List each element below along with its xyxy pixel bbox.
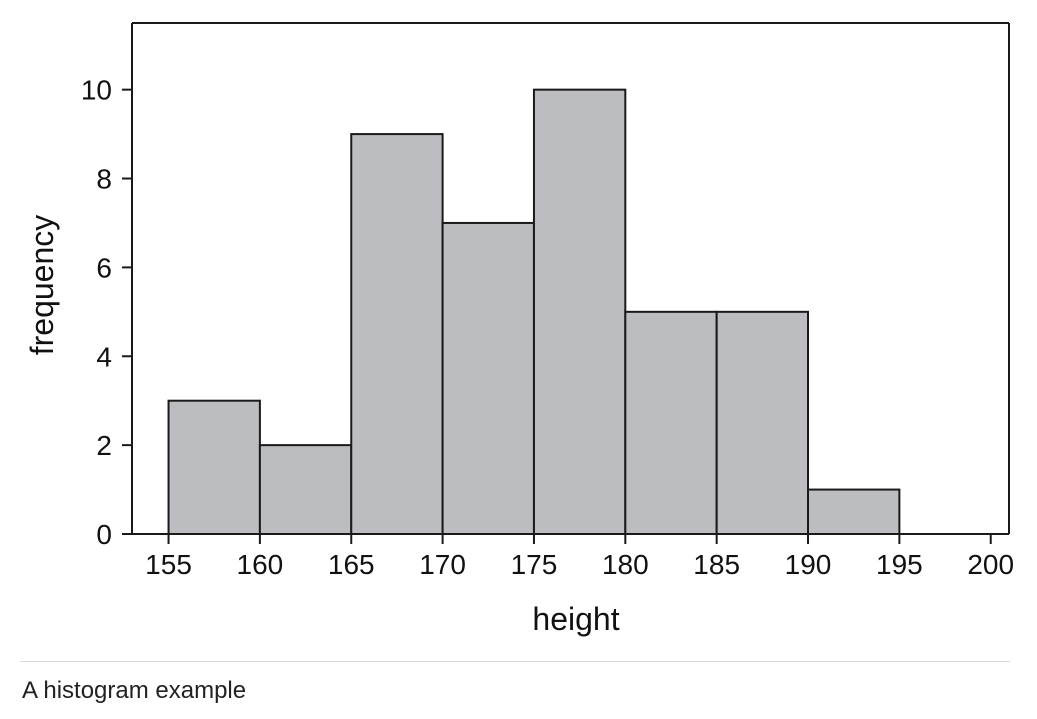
x-tick-label: 155 bbox=[145, 549, 192, 580]
x-tick-label: 185 bbox=[693, 549, 740, 580]
x-axis-title: height bbox=[532, 601, 619, 637]
y-axis-title: frequency bbox=[24, 215, 60, 356]
figure-caption: A histogram example bbox=[22, 677, 246, 705]
y-tick-label: 4 bbox=[96, 341, 112, 372]
x-tick-label: 190 bbox=[785, 549, 832, 580]
histogram-bar bbox=[717, 312, 808, 534]
x-axis-ticks: 155 160 165 170 175 180 185 190 195 200 bbox=[145, 534, 1014, 580]
x-tick-label: 160 bbox=[237, 549, 284, 580]
x-tick-label: 200 bbox=[967, 549, 1014, 580]
caption-divider bbox=[20, 661, 1010, 662]
x-tick-label: 175 bbox=[511, 549, 558, 580]
y-tick-label: 8 bbox=[96, 164, 112, 195]
y-axis-ticks: 0 2 4 6 8 10 bbox=[81, 75, 132, 550]
histogram-bar bbox=[808, 490, 899, 534]
x-tick-label: 165 bbox=[328, 549, 375, 580]
histogram-bar bbox=[625, 312, 716, 534]
y-tick-label: 2 bbox=[96, 430, 112, 461]
histogram-bar bbox=[351, 134, 442, 534]
x-tick-label: 180 bbox=[602, 549, 649, 580]
histogram-bar bbox=[534, 90, 625, 534]
x-tick-label: 195 bbox=[876, 549, 923, 580]
histogram-chart: 155 160 165 170 175 180 185 190 195 200 0 2 4 6 8 10 h… bbox=[0, 0, 1037, 655]
y-tick-label: 6 bbox=[96, 252, 112, 283]
histogram-bar bbox=[169, 401, 260, 534]
histogram-bar bbox=[260, 445, 351, 534]
y-tick-label: 10 bbox=[81, 75, 112, 106]
histogram-bar bbox=[443, 223, 534, 534]
x-tick-label: 170 bbox=[419, 549, 466, 580]
y-tick-label: 0 bbox=[96, 519, 112, 550]
histogram-bars bbox=[169, 90, 900, 534]
